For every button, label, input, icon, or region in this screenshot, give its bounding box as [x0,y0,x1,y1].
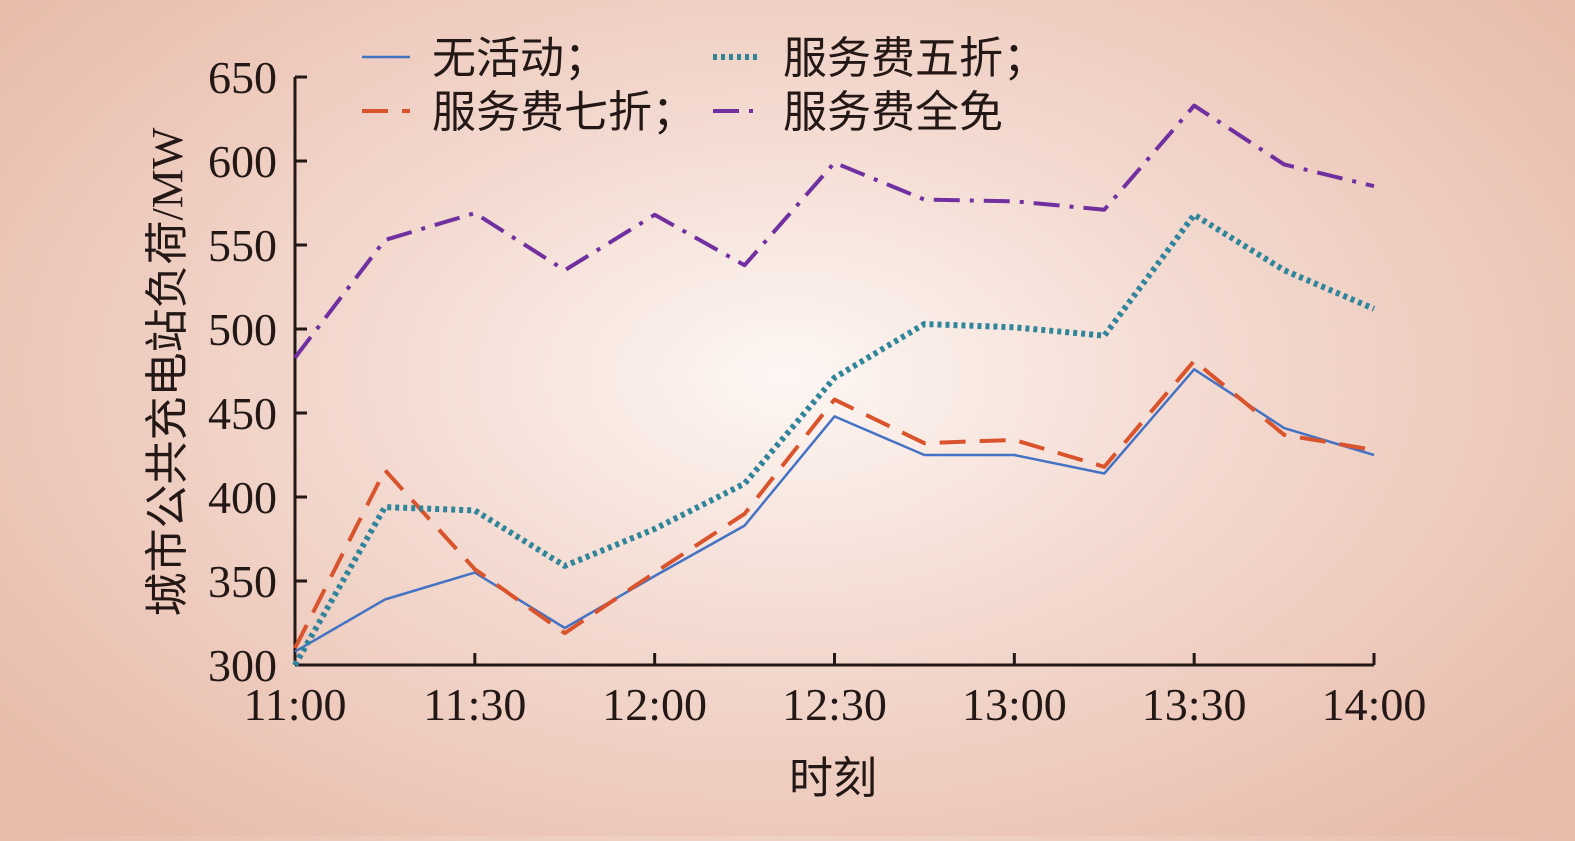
series-line-3 [292,211,1376,667]
y-tick-label: 300 [208,640,277,691]
x-tick-label: 14:00 [1322,679,1427,730]
x-tick-label: 11:30 [423,679,526,730]
y-axis-title: 城市公共充电站负荷/MW [143,127,192,616]
y-tick-label: 350 [208,556,277,607]
x-tick-label: 11:00 [243,679,346,730]
series-line-1 [294,368,1375,653]
legend-label: 服务费全免 [783,88,1003,137]
legend-item-3: 服务费五折； [713,34,1047,83]
y-tick-label: 500 [208,304,277,355]
y-tick-label: 550 [208,220,277,271]
legend: 无活动； 服务费七折； 服务费五折； 服务费全免 [362,34,1047,137]
series-lines [292,103,1376,667]
x-tick-label: 13:00 [962,679,1067,730]
legend-item-1: 无活动； [362,34,608,83]
legend-label: 服务费五折； [783,34,1047,83]
x-tick-label: 12:00 [602,679,707,730]
series-line-4 [293,103,1375,359]
axes: 300 350 400 450 500 550 600 650 11:00 11:30 12:00 1… [208,52,1426,730]
x-tick-label: 13:30 [1142,679,1247,730]
x-tick-label: 12:30 [782,679,887,730]
y-tick-label: 650 [208,52,277,103]
x-axis-title: 时刻 [789,754,877,803]
legend-item-4: 服务费全免 [713,88,1003,137]
y-tick-label: 600 [208,136,277,187]
legend-item-2: 服务费七折； [362,88,696,137]
y-tick-label: 400 [208,472,277,523]
y-tick-label: 450 [208,388,277,439]
series-line-2 [293,358,1375,650]
legend-label: 无活动； [432,34,608,83]
legend-label: 服务费七折； [432,88,696,137]
